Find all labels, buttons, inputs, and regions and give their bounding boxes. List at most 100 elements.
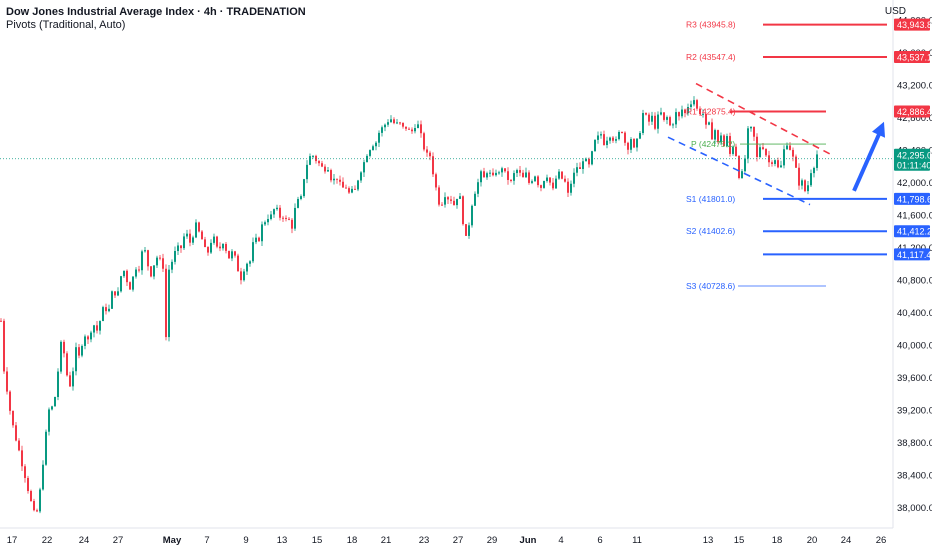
candle-up	[513, 173, 515, 181]
candle-up	[417, 124, 419, 128]
candle-down	[354, 188, 356, 190]
candle-down	[447, 197, 449, 200]
candle-up	[246, 263, 248, 272]
x-tick-label: 9	[243, 535, 248, 546]
x-tick-label: 15	[734, 535, 745, 546]
candle-up	[357, 180, 359, 190]
pivot-label-r1: R1 (42875.4)	[686, 107, 736, 117]
y-tick-label: 39,600.0	[897, 373, 932, 384]
candle-down	[27, 477, 29, 492]
candle-down	[87, 336, 89, 340]
candle-up	[117, 291, 119, 296]
candle-down	[36, 510, 38, 512]
candle-up	[609, 137, 611, 141]
candle-up	[183, 236, 185, 249]
candle-down	[753, 126, 755, 137]
candle-up	[231, 251, 233, 259]
candle-down	[771, 162, 773, 164]
candle-down	[432, 156, 434, 175]
candle-down	[339, 179, 341, 182]
candle-down	[669, 117, 671, 126]
currency-label[interactable]: USD	[884, 6, 906, 17]
candle-up	[177, 245, 179, 252]
candle-up	[387, 122, 389, 125]
candle-up	[375, 142, 377, 147]
candle-down	[738, 156, 740, 179]
candle-down	[705, 113, 707, 125]
candle-up	[759, 147, 761, 157]
candle-down	[318, 161, 320, 164]
candle-up	[153, 265, 155, 277]
pivot-label-r2: R2 (43547.4)	[686, 52, 736, 62]
candle-down	[159, 257, 161, 259]
candle-up	[558, 171, 560, 179]
candle-up	[360, 172, 362, 181]
candle-down	[402, 122, 404, 127]
candle-up	[306, 164, 308, 180]
candle-up	[135, 269, 137, 277]
candle-down	[453, 200, 455, 206]
candle-down	[348, 188, 350, 193]
x-tick-label: 4	[558, 535, 563, 546]
candle-down	[507, 171, 509, 180]
candle-down	[69, 375, 71, 387]
candle-down	[66, 353, 68, 376]
candle-down	[30, 491, 32, 502]
candle-up	[555, 178, 557, 189]
candle-up	[702, 113, 704, 115]
candle-up	[255, 237, 257, 243]
candle-up	[813, 167, 815, 174]
candle-up	[108, 308, 110, 312]
candle-down	[105, 307, 107, 312]
candle-up	[501, 168, 503, 173]
candle-down	[279, 207, 281, 218]
countdown-text: 01:11:40	[897, 161, 931, 171]
pivot-label-s1: S1 (41801.0)	[686, 194, 735, 204]
candle-down	[258, 237, 260, 242]
candle-up	[444, 197, 446, 205]
candle-up	[774, 160, 776, 164]
candle-up	[468, 225, 470, 236]
x-tick-label: 18	[347, 535, 358, 546]
candle-down	[552, 182, 554, 189]
axis-tag-r1-text: 42,886.4	[897, 107, 932, 117]
candle-up	[192, 237, 194, 243]
candle-up	[741, 171, 743, 179]
candle-down	[342, 181, 344, 188]
candle-down	[126, 270, 128, 283]
price-axis-panel	[893, 0, 932, 550]
candle-down	[78, 347, 80, 356]
pivot-label-s2: S2 (41402.6)	[686, 226, 735, 236]
candle-down	[207, 247, 209, 253]
candle-down	[438, 187, 440, 205]
candle-up	[516, 170, 518, 174]
candle-down	[735, 146, 737, 157]
candle-down	[405, 126, 407, 129]
candle-up	[294, 207, 296, 229]
candle-up	[495, 172, 497, 176]
candle-down	[399, 122, 401, 124]
candle-up	[471, 205, 473, 226]
candle-up	[156, 257, 158, 266]
candle-down	[408, 128, 410, 130]
candle-down	[162, 258, 164, 269]
trendline-upper-channel	[695, 82, 833, 156]
y-tick-label: 41,600.0	[897, 211, 932, 222]
candle-down	[336, 178, 338, 180]
candle-up	[594, 139, 596, 152]
candle-up	[303, 179, 305, 197]
candle-down	[564, 178, 566, 182]
candle-down	[201, 231, 203, 240]
candle-up	[786, 145, 788, 150]
x-tick-label: 13	[277, 535, 288, 546]
candle-down	[330, 170, 332, 181]
candle-up	[57, 371, 59, 398]
y-tick-label: 42,800.0	[897, 113, 932, 124]
candle-down	[189, 233, 191, 243]
indicator-legend[interactable]: Pivots (Traditional, Auto)	[6, 19, 126, 31]
candle-down	[549, 177, 551, 183]
candle-up	[570, 183, 572, 193]
candle-down	[678, 112, 680, 117]
